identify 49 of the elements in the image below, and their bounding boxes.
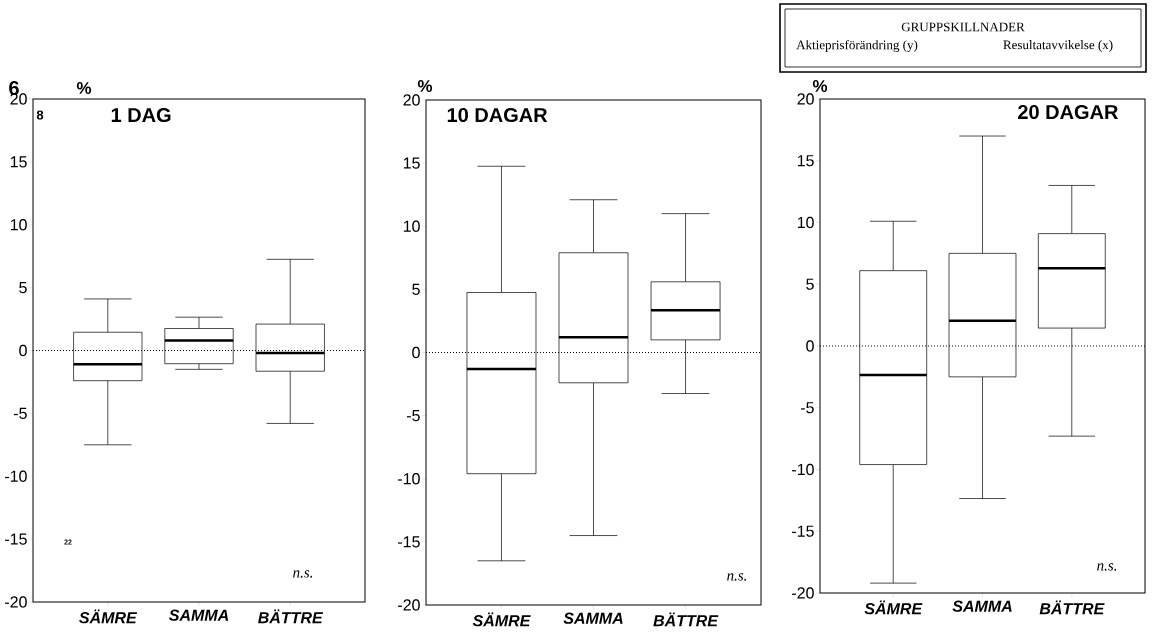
text: GRUPPSKILLNADER: [901, 22, 1025, 32]
y-tick-label: 15: [403, 157, 420, 169]
x-tick-label: SÄMRE: [864, 600, 923, 615]
y-tick-label: 20: [403, 94, 420, 106]
x-tick-label: BÄTTRE: [653, 612, 719, 627]
x-tick-label: BÄTTRE: [258, 609, 324, 624]
x-tick-label: SAMMA: [563, 612, 623, 624]
annotation: n.s.: [727, 573, 747, 581]
y-tick-label: -5: [800, 402, 814, 414]
y-axis-title: %: [812, 80, 828, 92]
y-tick-label: -5: [406, 410, 420, 422]
y-tick-label: 0: [806, 340, 814, 352]
y-tick-label: -20: [398, 599, 420, 611]
y-tick-label: 5: [806, 278, 814, 290]
x-tick-label: SAMMA: [168, 609, 229, 621]
y-axis-title: %: [417, 80, 433, 92]
annotation: n.s.: [293, 570, 313, 578]
y-tick-label: 15: [10, 156, 27, 168]
chart-title: 20 DAGAR: [1018, 104, 1119, 120]
y-axis-title: %: [76, 82, 92, 94]
annotation: 8: [36, 110, 44, 120]
text: Resultatavvikelse (x): [1003, 40, 1113, 52]
y-tick-label: -20: [5, 596, 27, 608]
chart-title: 10 DAGAR: [447, 107, 548, 123]
y-tick-label: -15: [398, 536, 420, 548]
y-tick-label: 0: [412, 346, 420, 359]
y-tick-label: -10: [792, 463, 814, 476]
y-tick-label: -5: [13, 407, 27, 419]
x-tick-label: SÄMRE: [472, 612, 531, 627]
y-tick-label: -10: [5, 470, 27, 482]
y-tick-label: -15: [5, 533, 27, 545]
y-tick-label: -10: [398, 473, 420, 485]
annotation: n.s.: [1097, 563, 1117, 571]
y-tick-label: -20: [792, 587, 814, 599]
y-tick-label: 10: [797, 216, 814, 229]
text: Aktieprisförändring (y): [796, 40, 918, 52]
chart-title: 1 DAG: [111, 107, 171, 123]
x-tick-label: BÄTTRE: [1039, 600, 1105, 615]
y-tick-label: 15: [797, 155, 814, 167]
y-tick-label: 0: [19, 344, 27, 357]
text: 6: [9, 80, 19, 96]
y-tick-label: -15: [792, 525, 814, 537]
x-tick-label: SAMMA: [952, 600, 1012, 612]
y-tick-label: 5: [412, 283, 420, 295]
y-tick-label: 5: [19, 282, 27, 294]
y-tick-label: 20: [797, 93, 814, 105]
y-tick-label: 10: [10, 219, 27, 231]
x-tick-label: SÄMRE: [79, 609, 138, 624]
y-tick-label: 10: [403, 220, 420, 232]
